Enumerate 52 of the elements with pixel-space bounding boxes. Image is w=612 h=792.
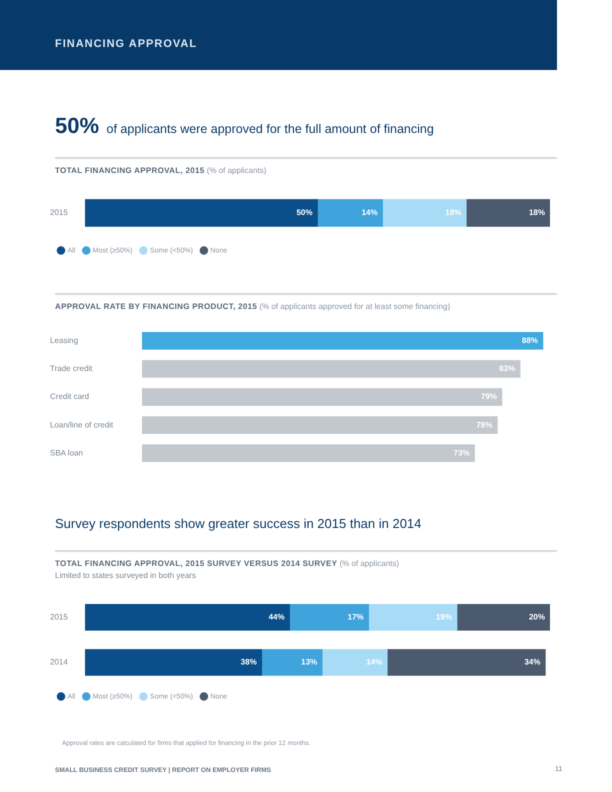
data-label: 73% [454, 448, 470, 458]
bar [322, 649, 388, 676]
bar [142, 416, 498, 434]
bar [85, 649, 262, 676]
bar [261, 649, 322, 676]
chart-subtitle: (% of applicants) [339, 559, 400, 568]
data-label: 17% [348, 612, 364, 622]
y-tick-label: 2015 [50, 208, 68, 218]
y-tick-label: Leasing [50, 336, 78, 346]
data-label: 14% [366, 658, 382, 667]
y-tick-label: 2014 [50, 658, 68, 667]
chart-subtitle: (% of applicants approved for at least some financing) [259, 302, 450, 311]
bar [289, 604, 369, 631]
chart-subtitle: (% of applicants) [206, 166, 266, 175]
y-tick-label: SBA loan [50, 448, 83, 458]
bar [142, 360, 520, 378]
bar [142, 444, 475, 462]
data-label: 18% [528, 208, 545, 218]
y-tick-label: 2015 [50, 612, 68, 622]
data-label: 34% [524, 658, 540, 667]
data-label: 83% [499, 364, 516, 374]
chart-title: TOTAL FINANCING APPROVAL, 2015 [55, 166, 204, 175]
bar [456, 604, 550, 631]
data-label: 19% [436, 612, 452, 622]
data-label: 20% [528, 612, 545, 622]
data-label: 79% [480, 392, 497, 402]
text: 50% of applicants were approved for the full amount of financing [55, 113, 434, 138]
data-label: 38% [240, 658, 257, 667]
data-label: 18% [445, 208, 462, 218]
y-tick-label: Loan/line of credit [50, 420, 114, 430]
bar [142, 332, 544, 350]
bar [382, 199, 467, 227]
bar [368, 604, 458, 631]
bar [85, 199, 318, 227]
data-label: 14% [362, 208, 378, 218]
data-label: 88% [522, 336, 538, 346]
data-label: 13% [301, 658, 318, 667]
text: Limited to states surveyed in both years [55, 571, 196, 580]
bar [317, 199, 383, 227]
data-label: 78% [476, 420, 492, 430]
bar [466, 199, 550, 227]
chart-title: APPROVAL RATE BY FINANCING PRODUCT, 2015 [55, 302, 258, 311]
y-tick-label: Credit card [50, 392, 90, 402]
bar [85, 604, 290, 631]
y-tick-label: Trade credit [50, 364, 94, 374]
bar [386, 649, 546, 676]
text: Survey respondents show greater success in 2015 than in 2014 [55, 516, 422, 531]
text: FINANCING APPROVAL [55, 38, 198, 50]
data-label: 50% [296, 208, 312, 218]
chart-title: TOTAL FINANCING APPROVAL, 2015 SURVEY VERSUS 2014 SURVEY [55, 559, 338, 568]
data-label: 44% [268, 612, 285, 622]
bar [142, 388, 502, 406]
